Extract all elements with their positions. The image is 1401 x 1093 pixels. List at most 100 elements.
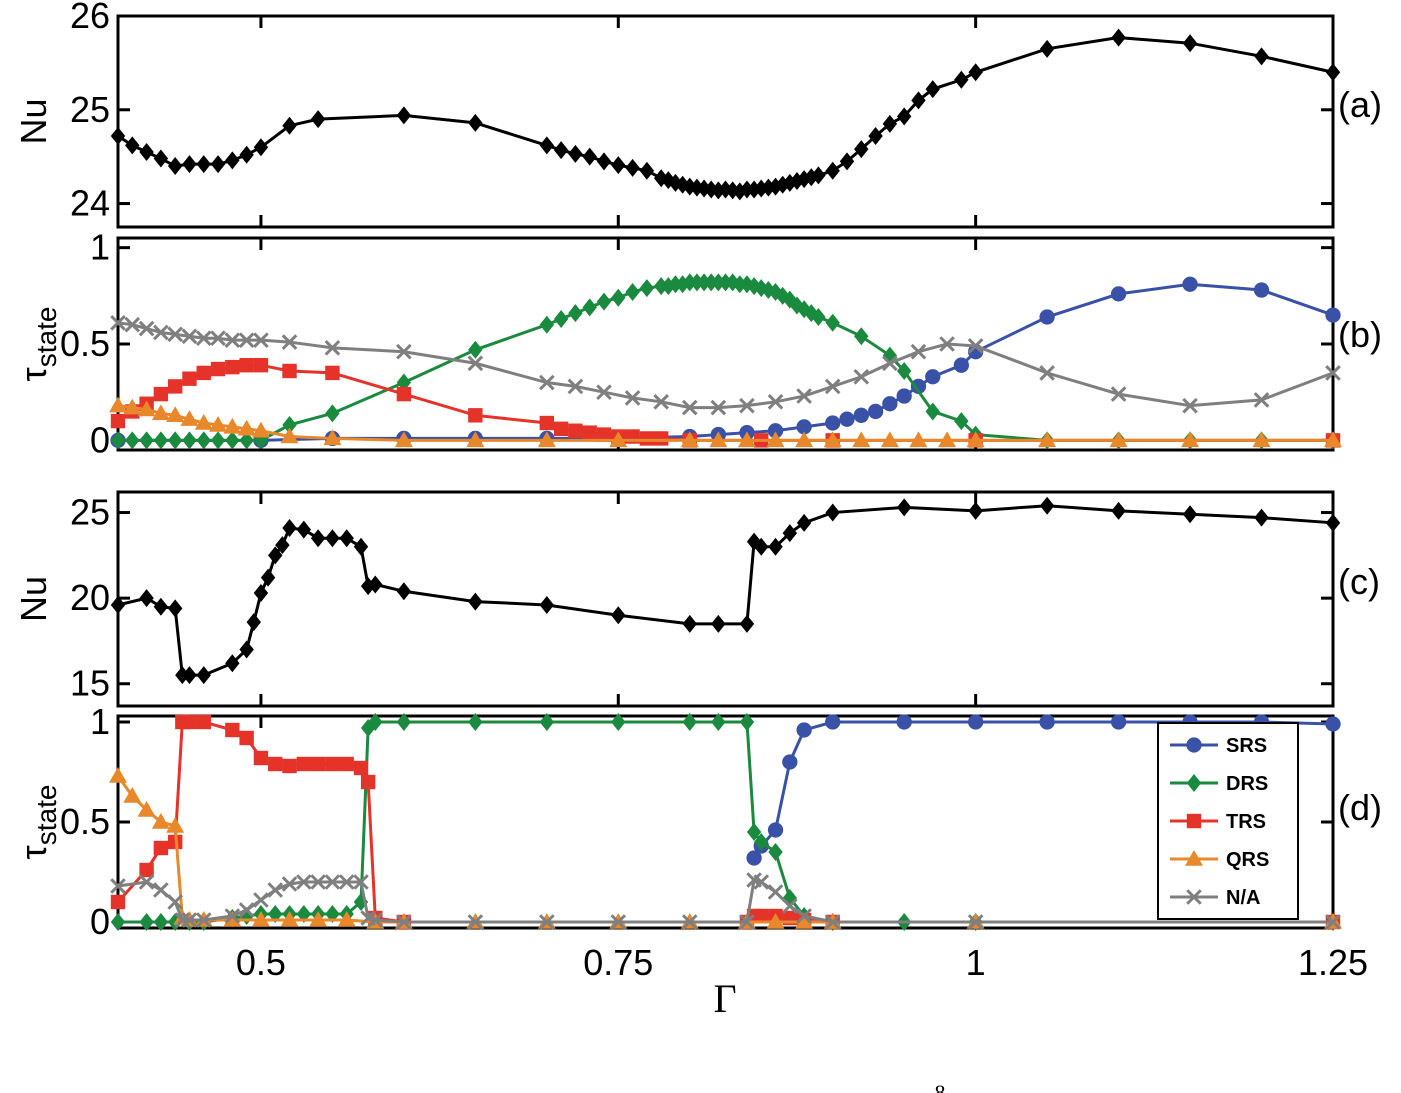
- data-point: [167, 431, 183, 450]
- data-point: [468, 713, 483, 731]
- data-point: [1186, 813, 1202, 829]
- data-point: [468, 113, 483, 132]
- data-point: [282, 116, 297, 135]
- data-point: [1039, 496, 1055, 515]
- data-point: [1039, 365, 1055, 381]
- data-point: [896, 361, 912, 380]
- data-point: [1186, 889, 1202, 905]
- data-point: [1182, 34, 1198, 53]
- data-point: [582, 298, 597, 317]
- data-point: [661, 171, 676, 190]
- data-point: [153, 840, 169, 856]
- data-point: [224, 908, 241, 924]
- data-point: [796, 722, 812, 738]
- data-point: [353, 760, 369, 776]
- data-point: [767, 884, 784, 900]
- legend-entry: QRS: [1226, 849, 1269, 871]
- data-point: [967, 914, 984, 930]
- legend-entry: N/A: [1226, 887, 1260, 909]
- data-point: [196, 431, 211, 450]
- data-point: [151, 813, 170, 829]
- data-point: [253, 332, 269, 348]
- x-tick-label: 1.25: [1298, 942, 1368, 983]
- data-point: [768, 843, 783, 861]
- data-point: [182, 714, 197, 730]
- data-point: [766, 913, 785, 929]
- data-point: [725, 273, 740, 292]
- data-point: [360, 774, 376, 790]
- data-point: [896, 498, 912, 517]
- y-tick-label: 0.5: [60, 323, 110, 364]
- data-point: [925, 402, 940, 421]
- data-point: [682, 614, 697, 633]
- data-point: [182, 431, 197, 450]
- series-drs: [110, 713, 1341, 931]
- data-point: [225, 359, 240, 375]
- data-point: [194, 414, 213, 430]
- data-point: [325, 756, 340, 772]
- data-point: [1111, 501, 1126, 520]
- data-point: [167, 326, 183, 343]
- data-point: [1325, 307, 1341, 323]
- data-point: [396, 914, 412, 930]
- data-point: [467, 914, 484, 930]
- data-point: [938, 431, 957, 448]
- data-point: [153, 882, 169, 898]
- legend-entry: TRS: [1226, 811, 1266, 833]
- data-point: [596, 384, 612, 400]
- data-point: [225, 722, 240, 738]
- data-point: [710, 399, 727, 416]
- data-point: [611, 713, 626, 731]
- data-point: [1110, 714, 1127, 730]
- data-point: [180, 410, 199, 426]
- data-point: [196, 155, 211, 174]
- data-point: [839, 152, 855, 171]
- data-point: [725, 181, 740, 200]
- data-point: [337, 911, 356, 927]
- data-point: [110, 431, 126, 450]
- data-point: [396, 713, 412, 731]
- data-point: [1252, 431, 1271, 448]
- data-point: [795, 431, 814, 448]
- data-point: [123, 398, 142, 415]
- series-line: [116, 775, 1333, 924]
- data-point: [709, 431, 728, 448]
- data-point: [1186, 737, 1202, 753]
- data-point: [596, 427, 612, 442]
- data-point: [153, 431, 169, 450]
- data-point: [711, 614, 726, 633]
- data-point: [539, 415, 555, 431]
- data-point: [925, 369, 941, 385]
- data-point: [110, 413, 126, 429]
- data-point: [396, 582, 412, 601]
- data-point: [109, 396, 127, 413]
- y-tick-label: 1: [90, 701, 110, 742]
- data-point: [682, 177, 697, 196]
- data-point: [854, 140, 869, 159]
- data-point: [223, 911, 242, 927]
- data-point: [968, 501, 983, 520]
- data-point: [639, 161, 655, 180]
- data-point: [281, 334, 298, 350]
- data-point: [123, 787, 142, 803]
- data-point: [775, 286, 790, 305]
- data-point: [539, 315, 555, 334]
- data-point: [639, 431, 655, 446]
- x-axis-label: Γ: [713, 976, 736, 1021]
- data-point: [138, 320, 155, 337]
- data-point: [1253, 282, 1270, 298]
- data-point: [1110, 286, 1127, 302]
- data-point: [139, 142, 154, 161]
- data-point: [1185, 850, 1203, 866]
- data-point: [282, 758, 297, 774]
- data-point: [782, 290, 798, 309]
- data-point: [310, 529, 326, 548]
- data-point: [553, 421, 569, 436]
- data-point: [966, 431, 985, 448]
- data-point: [324, 340, 341, 356]
- data-point: [210, 431, 226, 450]
- data-point: [253, 358, 269, 373]
- data-point: [166, 406, 185, 423]
- data-point: [639, 279, 655, 298]
- data-point: [825, 313, 840, 332]
